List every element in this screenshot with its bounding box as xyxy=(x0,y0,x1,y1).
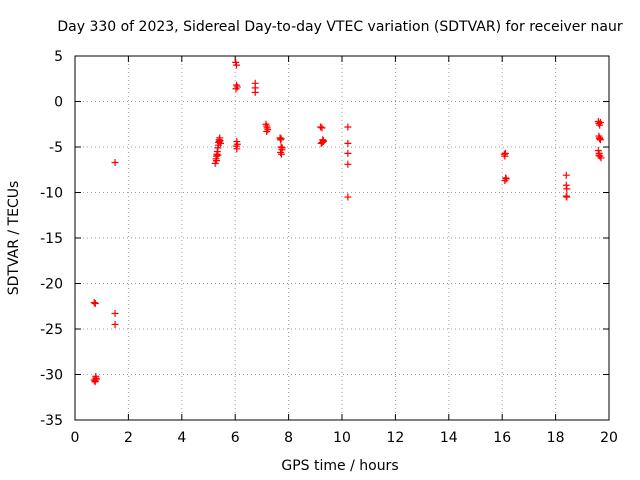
y-tick-label: -30 xyxy=(40,368,63,384)
data-point xyxy=(563,185,571,193)
data-point xyxy=(277,135,285,143)
data-point xyxy=(233,61,241,69)
data-point xyxy=(263,128,271,136)
plot-frame xyxy=(74,55,610,421)
data-point xyxy=(318,124,326,132)
data-point xyxy=(111,158,119,166)
data-point xyxy=(277,150,285,158)
data-point xyxy=(91,300,99,308)
x-axis-label: GPS time / hours xyxy=(281,458,398,474)
y-tick-label: -10 xyxy=(40,186,63,202)
data-point xyxy=(344,123,352,131)
data-point xyxy=(595,119,603,127)
data-point xyxy=(344,149,352,157)
data-point xyxy=(319,137,327,145)
data-point xyxy=(317,123,325,131)
grid xyxy=(75,56,609,420)
y-tick-label: -20 xyxy=(40,277,63,293)
data-point xyxy=(596,135,604,143)
data-point xyxy=(344,193,352,201)
tick-labels: 0 2 4 6 8 10 12 14 16 18 20 5 0 -5 -10 -15 -20 -25 -30 -35 xyxy=(40,49,618,446)
y-tick-label: -25 xyxy=(40,322,63,338)
x-tick-label: 12 xyxy=(386,430,404,446)
data-point xyxy=(215,138,223,146)
x-tick-label: 20 xyxy=(600,430,618,446)
x-tick-label: 2 xyxy=(124,430,133,446)
data-point xyxy=(562,171,570,179)
data-point xyxy=(596,118,604,126)
y-tick-label: 5 xyxy=(54,49,63,65)
data-point xyxy=(233,140,241,148)
y-axis-label: SDTVAR / TECUs xyxy=(6,181,22,296)
data-point xyxy=(111,310,119,318)
x-tick-label: 6 xyxy=(231,430,240,446)
data-point xyxy=(111,320,119,328)
data-point xyxy=(501,149,509,157)
data-point xyxy=(278,144,286,152)
data-point xyxy=(233,81,241,89)
y-tick-label: -15 xyxy=(40,231,63,247)
x-tick-label: 16 xyxy=(493,430,511,446)
data-point xyxy=(344,139,352,147)
y-tick-label: -5 xyxy=(49,140,63,156)
data-point xyxy=(214,151,222,159)
x-tick-label: 14 xyxy=(440,430,458,446)
data-points xyxy=(90,58,605,386)
data-point xyxy=(563,193,571,201)
data-point xyxy=(502,174,510,182)
data-point xyxy=(596,136,604,144)
chart-title: Day 330 of 2023, Sidereal Day-to-day VTE… xyxy=(57,19,623,35)
x-tick-label: 4 xyxy=(177,430,186,446)
x-tick-label: 0 xyxy=(71,430,80,446)
data-point xyxy=(213,157,221,165)
x-tick-label: 8 xyxy=(284,430,293,446)
data-point xyxy=(91,377,99,385)
x-tick-label: 10 xyxy=(333,430,351,446)
data-point xyxy=(251,88,259,96)
data-point xyxy=(595,151,603,159)
data-point xyxy=(90,299,98,307)
y-tick-label: -35 xyxy=(40,413,63,429)
y-tick-label: 0 xyxy=(54,95,63,111)
x-tick-label: 18 xyxy=(547,430,565,446)
data-point xyxy=(344,160,352,168)
